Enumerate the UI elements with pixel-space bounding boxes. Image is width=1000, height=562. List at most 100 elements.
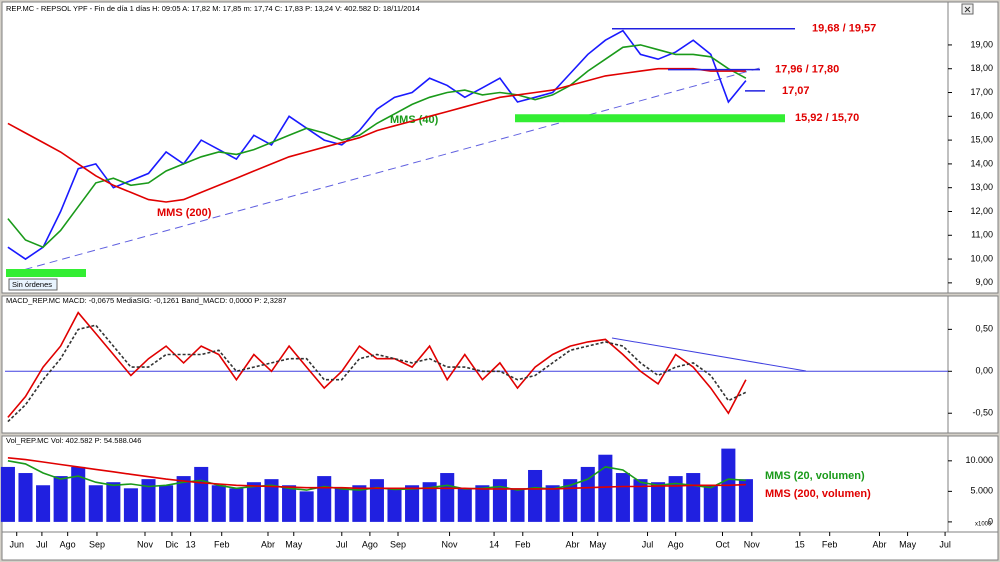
volume-bar: [703, 485, 718, 522]
y-tick-label: -0,50: [972, 408, 993, 418]
x-tick-label: Abr: [566, 539, 580, 549]
x-tick-label: Feb: [515, 539, 531, 549]
y-tick-label: 11,00: [971, 230, 993, 240]
volume-bar: [387, 488, 402, 522]
unit-label: x1000: [975, 522, 992, 528]
x-tick-label: Jul: [939, 539, 951, 549]
volume-bar: [528, 469, 543, 522]
x-tick-label: Ago: [668, 539, 684, 549]
x-tick-label: 14: [489, 539, 499, 549]
x-tick-label: Jun: [9, 539, 24, 549]
price-axis: [947, 1, 999, 294]
volume-bar: [369, 479, 384, 522]
x-tick-label: Jul: [336, 539, 348, 549]
volume-bar: [651, 482, 666, 522]
volume-bar: [563, 479, 578, 522]
volume-bar: [71, 466, 86, 522]
volume-bar: [18, 473, 33, 522]
y-tick-label: 16,00: [970, 111, 993, 121]
volume-bar: [159, 485, 174, 522]
y-tick-label: 18,00: [970, 63, 993, 73]
close-icon: [964, 6, 971, 13]
volume-bar: [598, 454, 613, 522]
volume-header: Vol_REP.MC Vol: 402.582 P: 54.588.046: [6, 436, 141, 445]
y-tick-label: 10,00: [970, 253, 993, 263]
volume-bar: [0, 466, 15, 522]
x-tick-label: Ago: [362, 539, 378, 549]
y-tick-label: 12,00: [970, 206, 993, 216]
note-box: [8, 278, 58, 291]
x-axis: [1, 531, 999, 561]
y-tick-label: 9,00: [975, 277, 993, 287]
y-tick-label: 0,50: [975, 324, 993, 334]
y-tick-label: 0,00: [975, 366, 993, 376]
volume-bar: [211, 485, 226, 522]
volume-bar: [123, 488, 138, 522]
volume-bar: [317, 476, 332, 522]
volume-bar: [53, 476, 68, 522]
macd-trend-line: [611, 337, 807, 372]
volume-bar: [334, 488, 349, 522]
series-line: [7, 29, 747, 261]
level-label: 17,07: [782, 85, 810, 97]
series-line: [7, 311, 747, 418]
volume-bar: [492, 479, 507, 522]
x-tick-label: Nov: [744, 539, 761, 549]
level-label: 19,68 / 19,57: [812, 23, 876, 35]
volume-bar: [668, 476, 683, 522]
legend-entry: MMS (20, volumen): [765, 470, 865, 482]
volume-bar: [422, 482, 437, 522]
macd-axis: [947, 295, 999, 434]
x-tick-label: Feb: [214, 539, 230, 549]
note: Sin órdenes: [12, 280, 52, 289]
volume-bar: [457, 488, 472, 522]
series-line: [7, 67, 746, 203]
x-tick-label: Feb: [822, 539, 838, 549]
series-label: MMS (200): [157, 207, 212, 219]
x-tick-label: May: [285, 539, 303, 549]
x-tick-label: Oct: [715, 539, 730, 549]
y-tick-label: 14,00: [970, 158, 993, 168]
volume-bar: [106, 482, 121, 522]
y-tick-label: 10.000: [965, 455, 993, 465]
x-tick-label: Nov: [442, 539, 459, 549]
volume-bar: [36, 485, 51, 522]
x-tick-label: Jul: [642, 539, 654, 549]
y-tick-label: 5.000: [970, 486, 993, 496]
y-tick-label: 15,00: [970, 134, 993, 144]
x-tick-label: Sep: [390, 539, 406, 549]
series-line: [7, 324, 747, 423]
legend-entry: MMS (200, volumen): [765, 488, 871, 500]
volume-bar: [229, 488, 244, 522]
x-tick-label: Abr: [872, 539, 886, 549]
volume-bar: [352, 485, 367, 522]
volume-bar: [738, 479, 753, 522]
volume-bar: [615, 473, 630, 522]
macd-panel: [1, 295, 949, 434]
x-tick-label: May: [589, 539, 607, 549]
volume-bar: [88, 485, 103, 522]
x-tick-label: Ago: [60, 539, 76, 549]
volume-bar: [440, 473, 455, 522]
level-label: 15,92 / 15,70: [795, 112, 859, 124]
x-tick-label: 15: [795, 539, 805, 549]
x-tick-label: 13: [186, 539, 196, 549]
volume-bar: [545, 485, 560, 522]
volume-bar: [194, 466, 209, 522]
price-header: REP.MC - REPSOL YPF - Fin de día 1 días …: [6, 4, 420, 13]
volume-bar: [141, 479, 156, 522]
volume-bar: [299, 491, 314, 522]
volume-bar: [633, 479, 648, 522]
price-panel: [1, 1, 949, 294]
x-tick-label: May: [899, 539, 917, 549]
series-line: [7, 457, 746, 490]
volume-bar: [176, 476, 191, 522]
volume-bar: [282, 485, 297, 522]
y-tick-label: 17,00: [970, 87, 993, 97]
volume-bar: [405, 485, 420, 522]
x-tick-label: Sep: [89, 539, 105, 549]
y-tick-label: 13,00: [970, 182, 993, 192]
volume-bar: [246, 482, 261, 522]
